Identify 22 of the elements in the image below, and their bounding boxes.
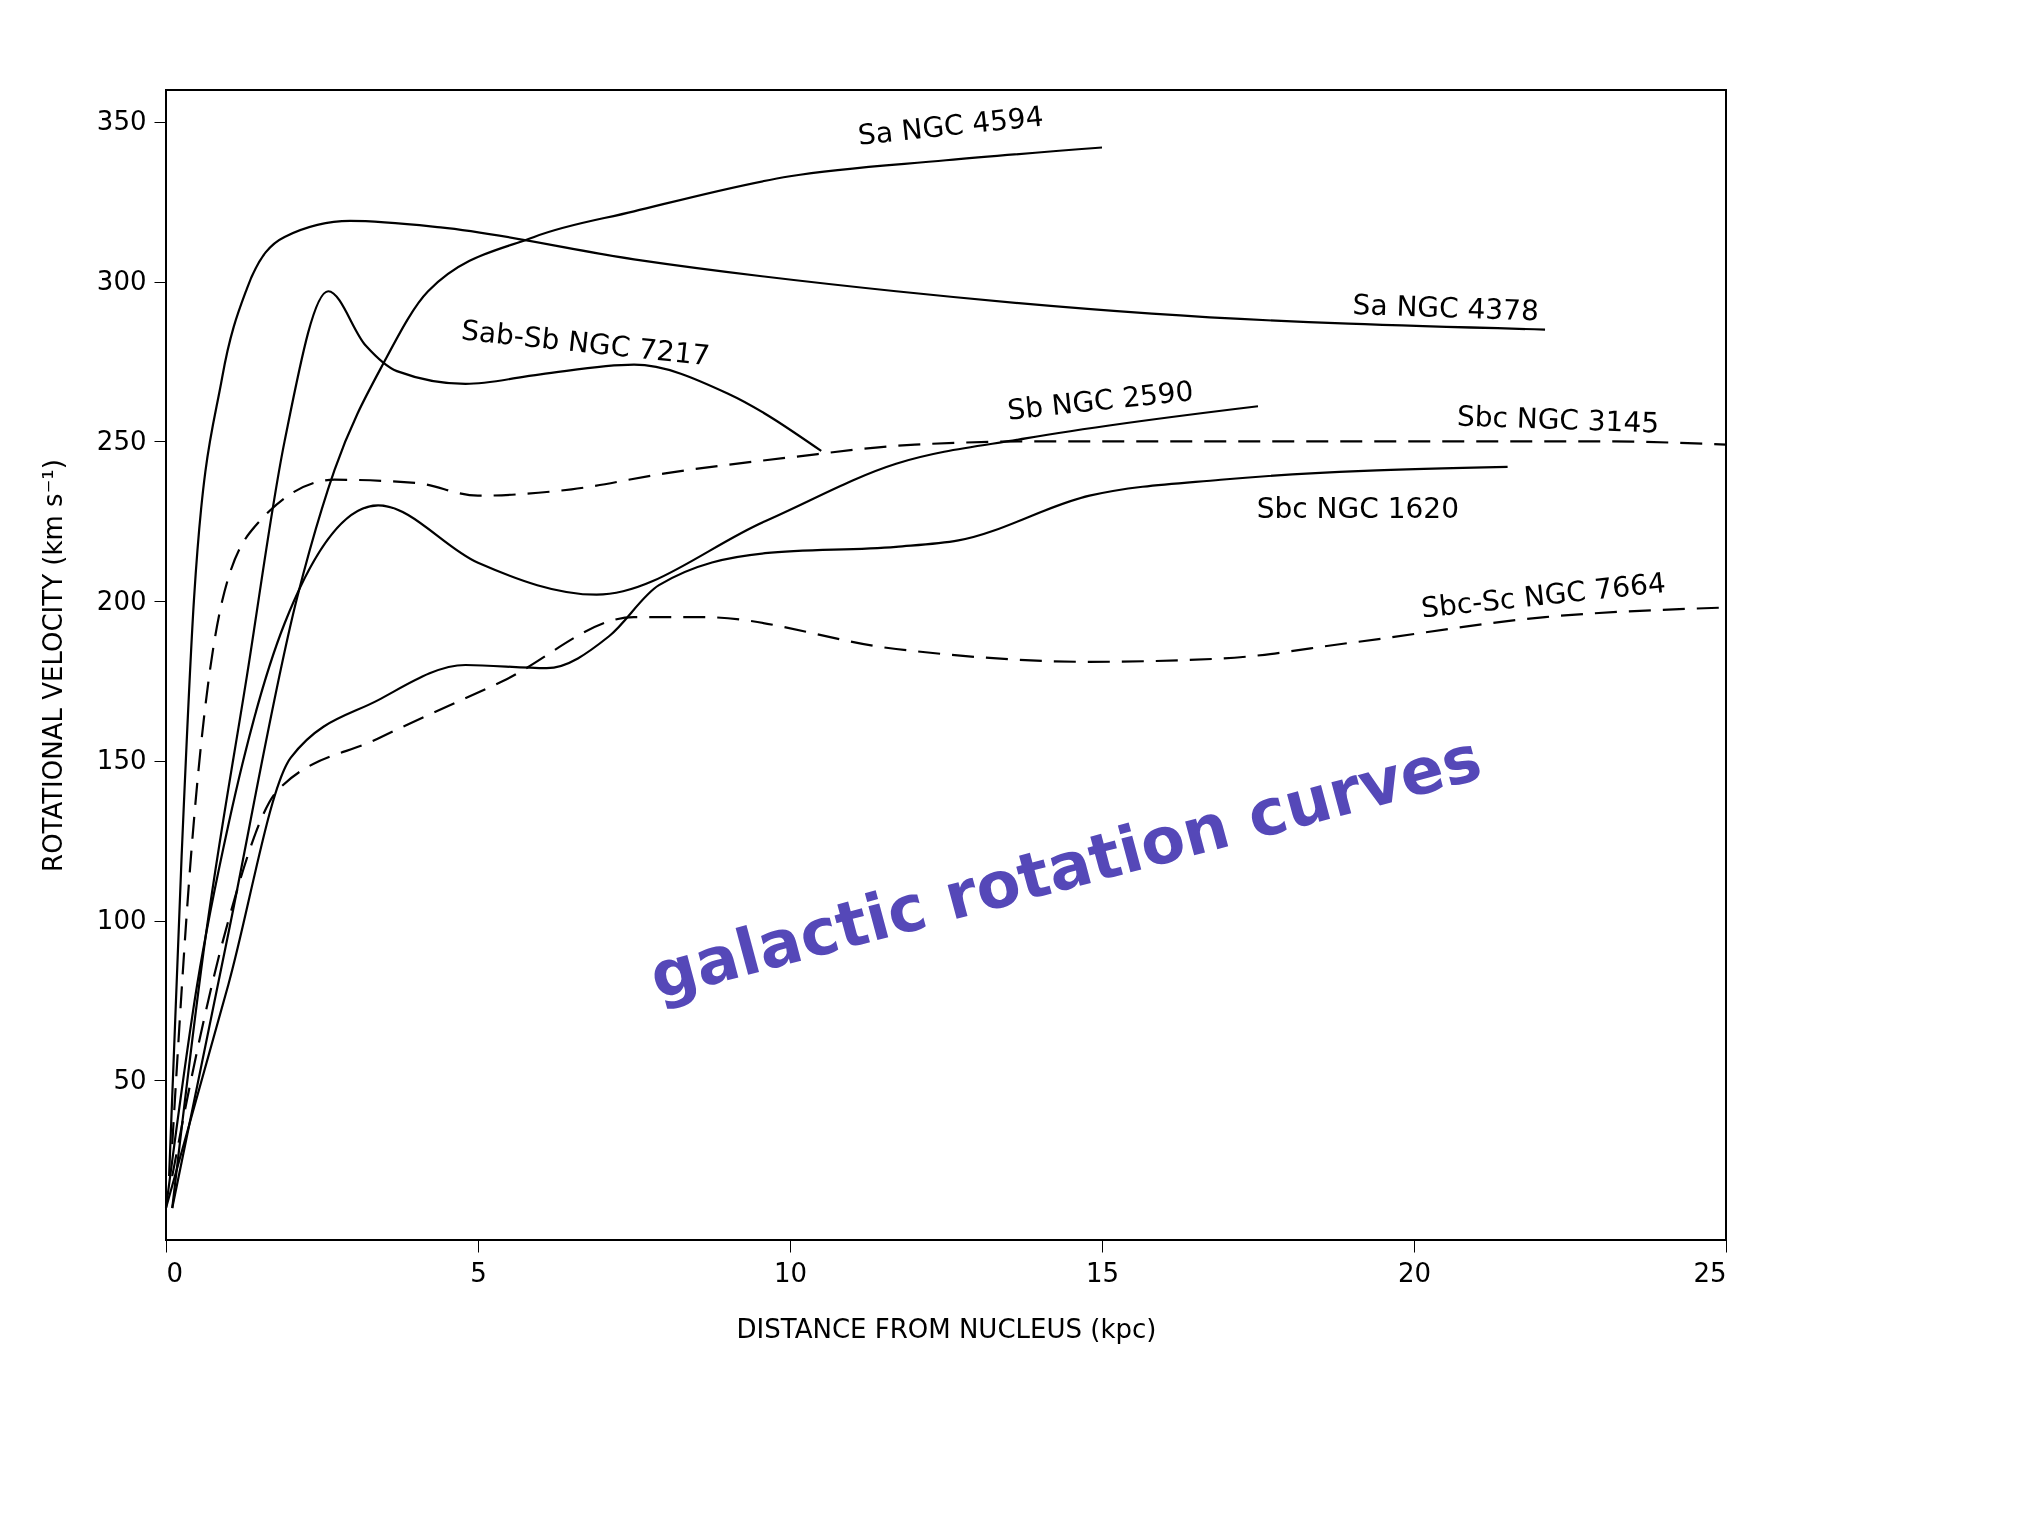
x-tick-label: 0	[166, 1257, 184, 1288]
x-tick-label: 20	[1397, 1257, 1432, 1288]
x-axis-title: DISTANCE FROM NUCLEUS (kpc)	[736, 1313, 1157, 1344]
y-tick-label: 300	[96, 266, 147, 297]
x-tick-label: 10	[773, 1257, 808, 1288]
y-tick-label: 50	[113, 1064, 147, 1095]
x-tick-label: 25	[1693, 1257, 1727, 1288]
y-tick-label: 250	[96, 425, 147, 456]
text: Sb NGC 2590	[1005, 374, 1195, 427]
x-tick-label: 5	[470, 1257, 487, 1288]
text: Sbc-Sc NGC 7664	[1419, 566, 1668, 625]
y-tick-label: 150	[96, 745, 147, 776]
y-tick-label: 350	[96, 106, 147, 137]
x-tick-label: 15	[1085, 1257, 1120, 1288]
y-tick-label: 200	[96, 585, 147, 616]
series-label: Sbc NGC 3145	[1456, 399, 1660, 440]
y-tick-label: 100	[96, 905, 147, 936]
text: Sab-Sb NGC 7217	[459, 313, 712, 373]
text: Sa NGC 4594	[856, 99, 1045, 152]
y-axis-title: ROTATIONAL VELOCITY (km s⁻¹)	[37, 459, 68, 872]
series-label: Sa NGC 4378	[1352, 287, 1540, 328]
series-label: Sbc NGC 1620	[1256, 492, 1459, 526]
